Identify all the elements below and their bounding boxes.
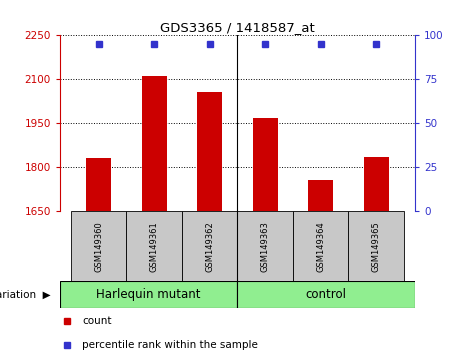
Bar [237, 211, 293, 281]
Bar [142, 76, 167, 211]
Text: genotype/variation  ▶: genotype/variation ▶ [0, 290, 51, 300]
Text: GSM149360: GSM149360 [94, 221, 103, 272]
Bar [197, 92, 222, 211]
Bar [308, 180, 333, 211]
Text: Harlequin mutant: Harlequin mutant [96, 288, 201, 301]
Text: count: count [82, 316, 112, 326]
Bar [182, 211, 237, 281]
Text: GSM149362: GSM149362 [205, 221, 214, 272]
Bar [86, 158, 111, 211]
Bar [293, 211, 349, 281]
Bar [71, 211, 126, 281]
Text: GSM149361: GSM149361 [150, 221, 159, 272]
Text: GSM149363: GSM149363 [260, 221, 270, 272]
Text: percentile rank within the sample: percentile rank within the sample [82, 340, 258, 350]
Bar [237, 281, 415, 308]
Bar [349, 211, 404, 281]
Text: GSM149364: GSM149364 [316, 221, 325, 272]
Bar [60, 281, 237, 308]
Text: control: control [306, 288, 347, 301]
Text: GSM149365: GSM149365 [372, 221, 381, 272]
Bar [364, 158, 389, 211]
Title: GDS3365 / 1418587_at: GDS3365 / 1418587_at [160, 21, 315, 34]
Bar [253, 118, 278, 211]
Bar [126, 211, 182, 281]
